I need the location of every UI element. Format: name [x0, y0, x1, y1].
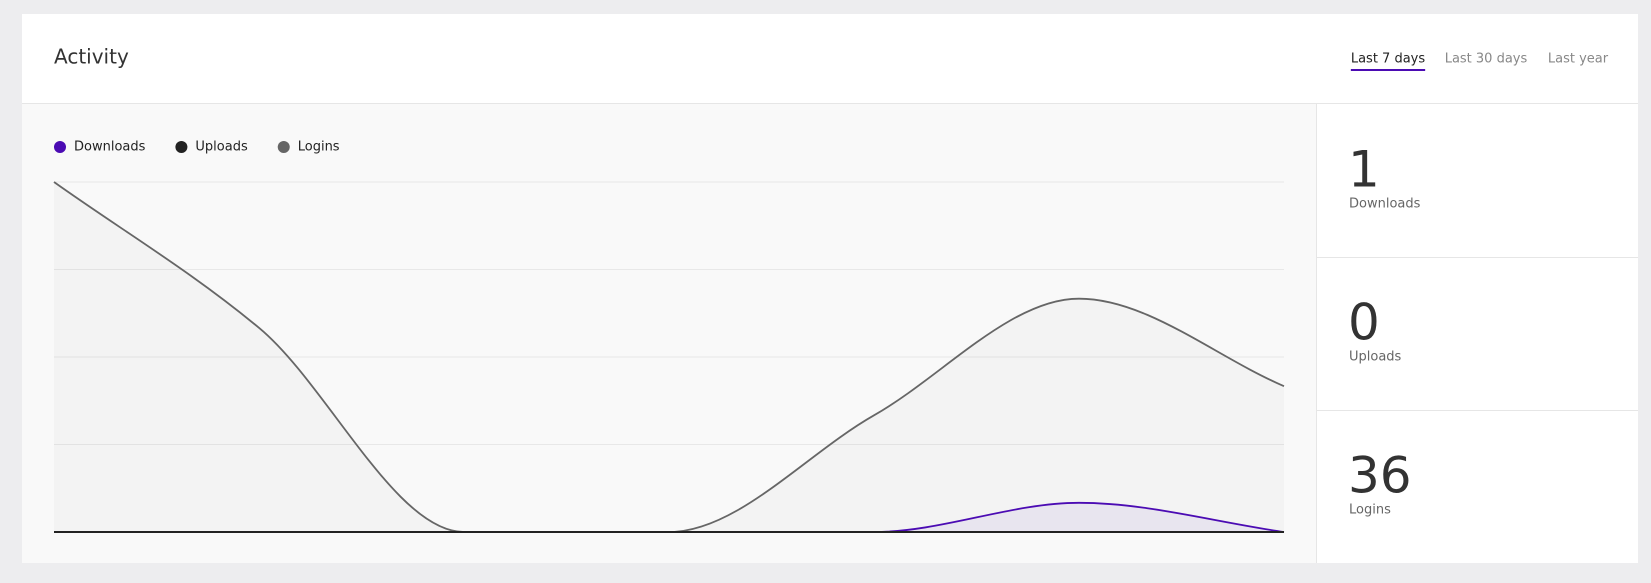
stat-value: 0 — [1348, 294, 1380, 352]
tab[interactable]: Last 7 days — [1351, 52, 1426, 67]
chart-panel — [22, 104, 1316, 563]
legend-label: Logins — [298, 140, 340, 155]
card-title: Activity — [54, 45, 129, 69]
stat-label: Uploads — [1349, 350, 1402, 365]
legend-label: Uploads — [195, 140, 248, 155]
tab[interactable]: Last year — [1548, 52, 1609, 67]
stat-label: Logins — [1349, 503, 1391, 518]
legend-dot — [277, 141, 290, 153]
legend-dot — [54, 141, 66, 153]
legend-label: Downloads — [74, 140, 146, 155]
stat-label: Downloads — [1349, 197, 1421, 212]
area-fill — [54, 502, 1284, 532]
legend-dot — [175, 141, 188, 153]
stat-value: 1 — [1348, 141, 1380, 199]
stat-value: 36 — [1348, 447, 1412, 505]
tab[interactable]: Last 30 days — [1445, 52, 1528, 67]
